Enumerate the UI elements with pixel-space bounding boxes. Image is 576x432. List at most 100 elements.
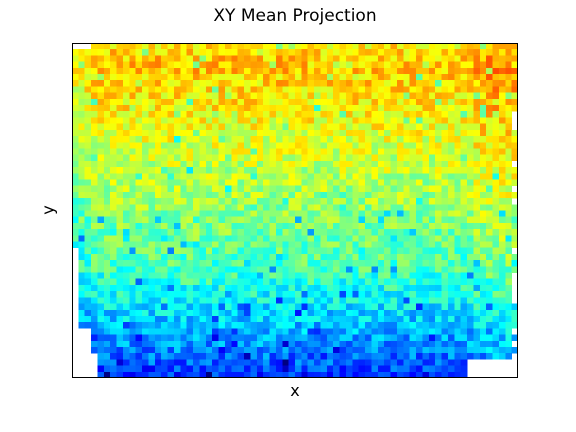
heatmap-cell (339, 346, 347, 354)
heatmap-cell (148, 160, 156, 168)
heatmap-cell (486, 167, 493, 174)
heatmap-cell (333, 179, 340, 186)
heatmap-cell (326, 129, 334, 137)
heatmap-cell (460, 247, 468, 255)
heatmap-cell (473, 198, 481, 205)
heatmap-cell (479, 247, 487, 255)
heatmap-cell (365, 309, 372, 317)
heatmap-cell (492, 291, 500, 298)
heatmap-cell (205, 365, 213, 373)
heatmap-cell (352, 272, 360, 280)
heatmap-cell (231, 191, 238, 199)
heatmap-cell (301, 359, 309, 366)
heatmap-cell (435, 167, 442, 174)
heatmap-cell (295, 179, 302, 186)
heatmap-cell (84, 129, 92, 137)
heatmap-cell (180, 160, 187, 168)
heatmap-cell (473, 253, 481, 261)
heatmap-cell (84, 229, 92, 236)
heatmap-cell (403, 260, 410, 267)
heatmap-cell (447, 309, 455, 317)
heatmap-cell (103, 43, 111, 50)
heatmap-cell (396, 229, 404, 236)
heatmap-cell (167, 309, 175, 317)
heatmap-cell (186, 55, 194, 62)
heatmap-cell (447, 353, 455, 360)
heatmap-cell (72, 49, 79, 56)
heatmap-cell (110, 303, 117, 311)
heatmap-cell (180, 86, 187, 93)
heatmap-cell (467, 61, 474, 69)
heatmap-cell (396, 142, 404, 149)
heatmap-cell (295, 43, 302, 50)
heatmap-cell (358, 55, 366, 62)
heatmap-cell (428, 241, 436, 249)
heatmap-cell (129, 179, 137, 186)
heatmap-cell (371, 291, 379, 298)
heatmap-cell (396, 340, 404, 348)
heatmap-cell (282, 315, 289, 323)
heatmap-cell (358, 322, 366, 329)
heatmap-cell (199, 247, 207, 255)
heatmap-cell (173, 198, 181, 205)
heatmap-cell (250, 346, 258, 354)
heatmap-cell (135, 204, 143, 211)
heatmap-cell (326, 235, 334, 242)
heatmap-cell (403, 328, 410, 335)
heatmap-cell (97, 61, 105, 69)
heatmap-cell (301, 123, 309, 131)
heatmap-cell (154, 142, 162, 149)
heatmap-cell (403, 303, 410, 311)
heatmap-cell (116, 253, 124, 261)
heatmap-cell (435, 346, 442, 354)
heatmap-cell (180, 185, 187, 193)
heatmap-cell (505, 61, 512, 69)
heatmap-cell (78, 216, 86, 224)
heatmap-cell (148, 198, 156, 205)
heatmap-cell (224, 173, 232, 180)
heatmap-cell (161, 142, 168, 149)
heatmap-cell (396, 61, 404, 69)
heatmap-cell (193, 167, 200, 174)
heatmap-cell (422, 74, 430, 81)
heatmap-cell (416, 359, 423, 366)
heatmap-cell (422, 272, 430, 280)
heatmap-cell (97, 371, 105, 378)
heatmap-cell (428, 142, 436, 149)
heatmap-cell (390, 179, 398, 186)
heatmap-cell (91, 86, 98, 93)
heatmap-cell (110, 86, 117, 93)
heatmap-cell (403, 185, 410, 193)
heatmap-cell (390, 346, 398, 354)
heatmap-cell (142, 111, 149, 118)
heatmap-cell (167, 204, 175, 211)
heatmap-cell (454, 74, 461, 81)
heatmap-cell (486, 61, 493, 69)
heatmap-cell (142, 247, 149, 255)
heatmap-cell (447, 111, 455, 118)
heatmap-cell (173, 123, 181, 131)
heatmap-cell (352, 74, 360, 81)
heatmap-cell (154, 260, 162, 267)
heatmap-cell (135, 117, 143, 124)
heatmap-cell (205, 98, 213, 106)
heatmap-cell (193, 136, 200, 143)
heatmap-cell (161, 253, 168, 261)
heatmap-cell (237, 303, 245, 311)
heatmap-cell (333, 278, 340, 286)
heatmap-cell (110, 136, 117, 143)
heatmap-cell (326, 334, 334, 342)
heatmap-cell (505, 210, 512, 217)
heatmap-cell (377, 129, 385, 137)
heatmap-cell (193, 123, 200, 131)
heatmap-cell (224, 123, 232, 131)
heatmap-cell (269, 173, 277, 180)
heatmap-cell (454, 303, 461, 311)
heatmap-cell (403, 297, 410, 304)
heatmap-cell (103, 142, 111, 149)
heatmap-cell (186, 235, 194, 242)
heatmap-cell (142, 241, 149, 249)
heatmap-cell (320, 92, 328, 100)
heatmap-cell (301, 253, 309, 261)
heatmap-cell (486, 291, 493, 298)
